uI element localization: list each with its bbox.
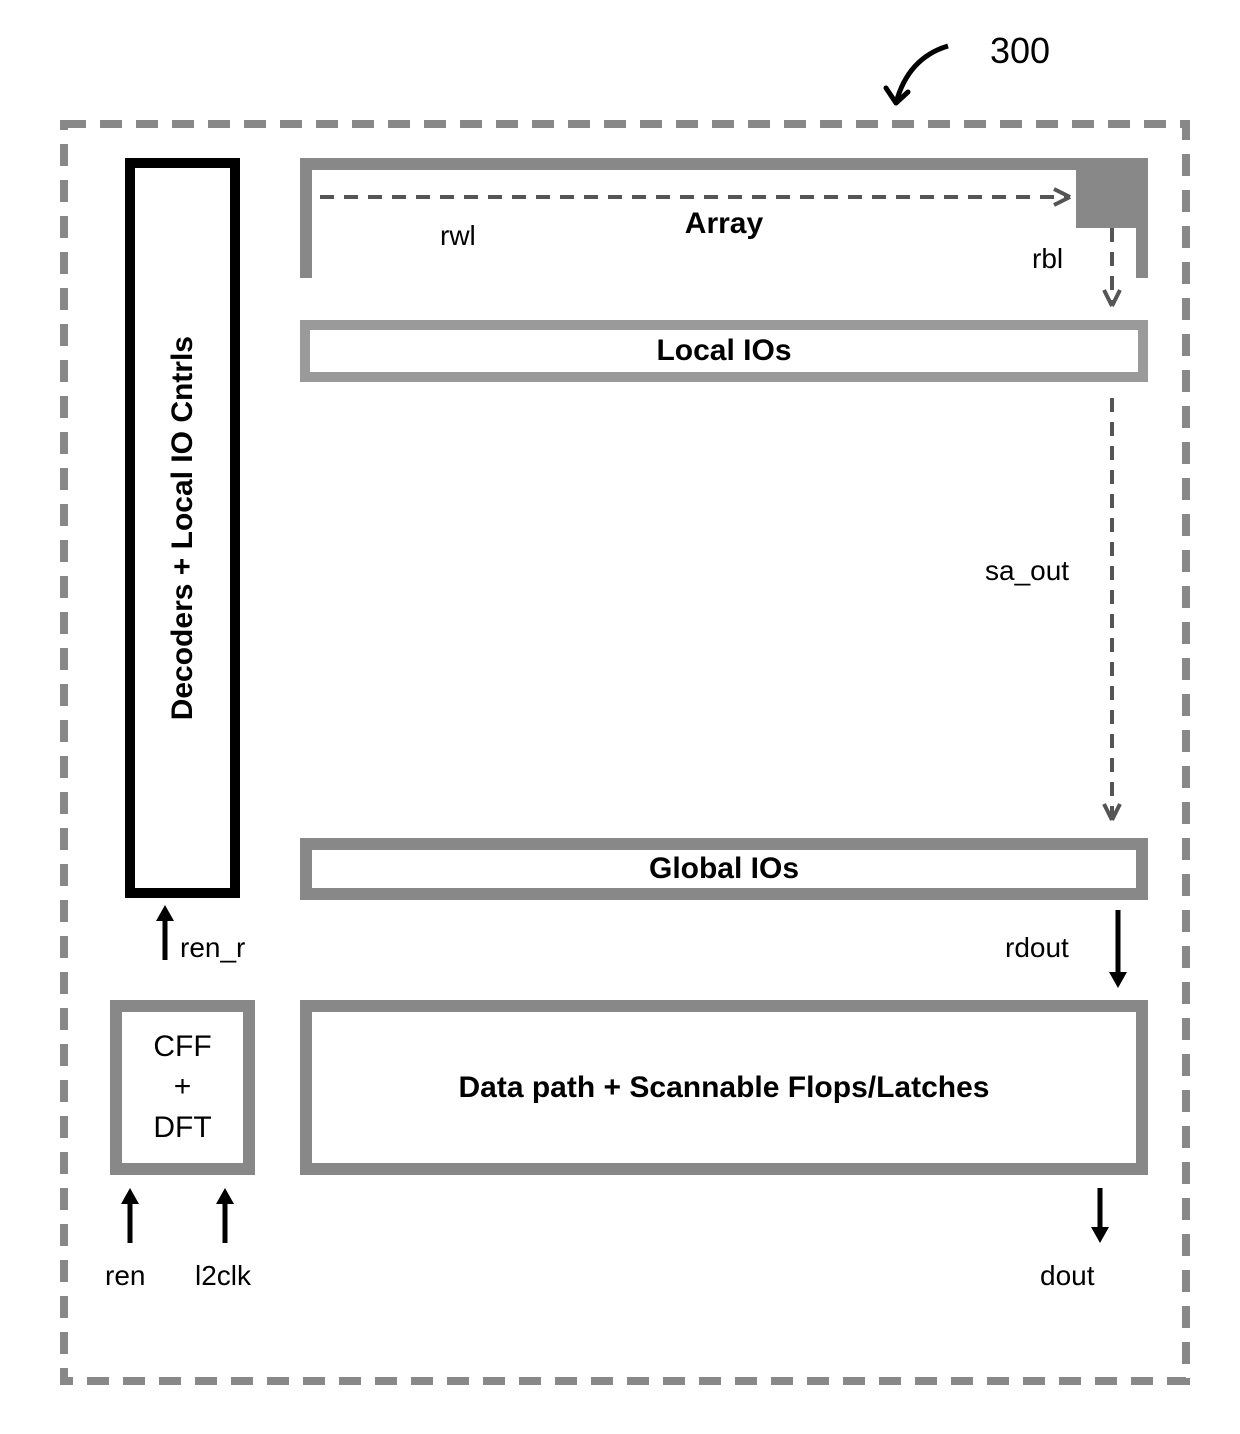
diagram-canvas: 300 Decoders + Local IO Cntrls Array Local … bbox=[0, 0, 1240, 1434]
array-block: Array bbox=[300, 158, 1148, 278]
cff-dft-block-line2: + bbox=[153, 1067, 211, 1108]
arrow-ren bbox=[116, 1186, 144, 1245]
datapath-block: Data path + Scannable Flops/Latches bbox=[300, 1000, 1148, 1175]
cff-dft-block: CFF+DFT bbox=[110, 1000, 255, 1175]
cff-dft-block-line3: DFT bbox=[153, 1108, 211, 1149]
signal-l2clk: l2clk bbox=[195, 1260, 251, 1292]
signal-rwl: rwl bbox=[440, 220, 476, 252]
arrow-rwl bbox=[320, 185, 1090, 209]
decoders-block: Decoders + Local IO Cntrls bbox=[125, 158, 240, 898]
arrow-l2clk bbox=[211, 1186, 239, 1245]
cff-dft-block-line1: CFF bbox=[153, 1027, 211, 1068]
arrow-ren-r bbox=[151, 903, 179, 962]
reference-arrow bbox=[878, 38, 968, 118]
arrow-rdout bbox=[1104, 908, 1132, 990]
reference-number: 300 bbox=[990, 30, 1050, 72]
local-ios-block-label: Local IOs bbox=[656, 334, 791, 368]
decoders-block-label: Decoders + Local IO Cntrls bbox=[166, 336, 200, 720]
array-block-label: Array bbox=[685, 207, 763, 241]
arrow-dout bbox=[1086, 1186, 1114, 1245]
datapath-block-label: Data path + Scannable Flops/Latches bbox=[459, 1071, 990, 1105]
arrow-rbl bbox=[1100, 228, 1124, 326]
global-ios-block: Global IOs bbox=[300, 838, 1148, 900]
signal-dout: dout bbox=[1040, 1260, 1095, 1292]
local-ios-block: Local IOs bbox=[300, 320, 1148, 382]
signal-ren_r: ren_r bbox=[180, 932, 245, 964]
signal-ren: ren bbox=[105, 1260, 145, 1292]
signal-rdout: rdout bbox=[1005, 932, 1069, 964]
arrow-sa-out bbox=[1100, 398, 1124, 840]
global-ios-block-label: Global IOs bbox=[649, 852, 799, 886]
signal-sa_out: sa_out bbox=[985, 555, 1069, 587]
signal-rbl: rbl bbox=[1032, 243, 1063, 275]
